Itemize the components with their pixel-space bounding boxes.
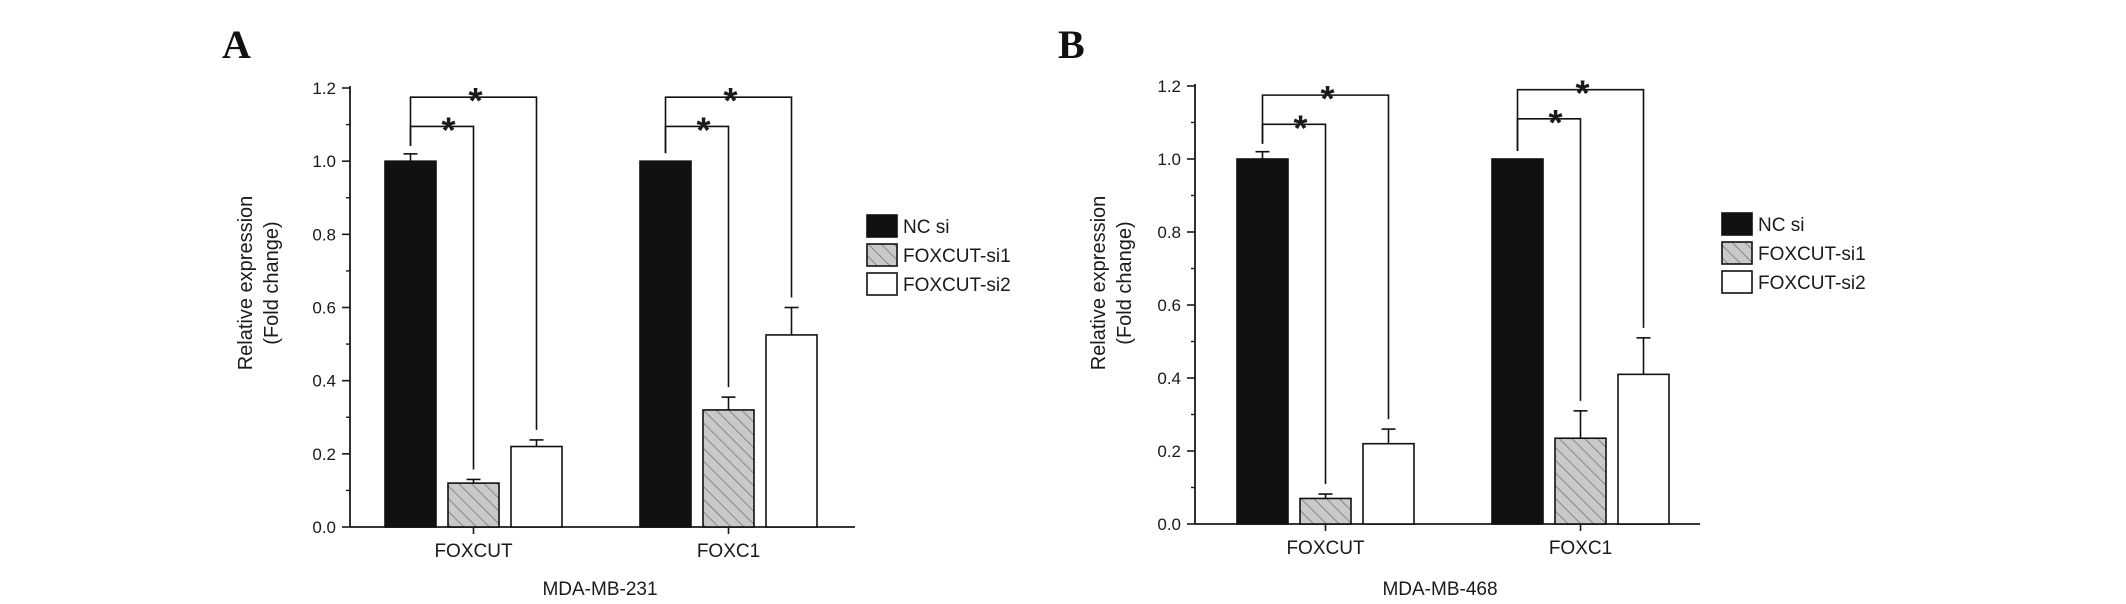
y-axis-label: Relative expression (Fold change) [235, 196, 283, 371]
y-tick-label: 1.0 [312, 152, 336, 171]
significance-star: * [1575, 73, 1589, 114]
y-axis-label-line: Relative expression [235, 196, 257, 371]
legend-label: NC si [1758, 215, 1804, 236]
significance-bracket [1516, 88, 1645, 328]
significance-star: * [1548, 102, 1562, 143]
legend-swatch [866, 243, 898, 267]
significance-bracket [1261, 94, 1390, 420]
x-tick-label: FOXC1 [697, 541, 760, 562]
legend-swatch [1721, 270, 1753, 294]
chart-panel-b: B 0.0 0.2 0.4 0.6 0.8 1.0 1.2 Relative expressio… [1058, 22, 1866, 600]
legend-swatch [866, 214, 898, 238]
bar-foxc1-foxcut-si2 [765, 334, 818, 528]
significance-star: * [723, 80, 737, 121]
x-tick-label: FOXCUT [434, 541, 513, 562]
y-axis-label-line: (Fold change) [1114, 221, 1136, 344]
y-tick-label: 1.2 [312, 79, 336, 98]
bar-foxcut-foxcut-si2 [510, 445, 563, 528]
legend: NC si FOXCUT-si1 FOXCUT-si2 [1721, 212, 1866, 294]
legend-label: FOXCUT-si1 [1758, 244, 1866, 265]
bar-foxc1-nc-si [1491, 158, 1544, 525]
panel-label: B [1058, 22, 1085, 67]
legend-label: NC si [903, 217, 949, 238]
legend-swatch [1721, 241, 1753, 265]
y-tick-label: 0.2 [1157, 442, 1181, 461]
y-tick-label: 0.2 [312, 445, 336, 464]
bar-foxcut-nc-si [384, 160, 437, 528]
y-axis-label-line: (Fold change) [261, 221, 283, 344]
legend-swatch [866, 272, 898, 296]
y-tick-label: 0.4 [1157, 369, 1181, 388]
y-tick-label: 0.4 [312, 372, 336, 391]
x-axis-label: MDA-MB-468 [1382, 579, 1497, 600]
significance-star: * [468, 80, 482, 121]
bar-foxcut-foxcut-si1 [447, 482, 500, 528]
y-tick-label: 1.2 [1157, 77, 1181, 96]
y-tick-label: 0.6 [1157, 296, 1181, 315]
bar-foxc1-foxcut-si1 [1554, 437, 1607, 525]
significance-bracket [664, 96, 793, 298]
x-axis-label: MDA-MB-231 [542, 579, 657, 600]
bar-foxcut-nc-si [1236, 158, 1289, 525]
y-tick-label: 0.8 [312, 225, 336, 244]
legend: NC si FOXCUT-si1 FOXCUT-si2 [866, 214, 1011, 296]
significance-star: * [1293, 107, 1307, 148]
significance-star: * [1320, 78, 1334, 119]
legend-label: FOXCUT-si2 [1758, 273, 1866, 294]
legend-swatch [1721, 212, 1753, 236]
significance-bracket [409, 96, 538, 430]
bar-foxc1-nc-si [639, 160, 692, 528]
y-tick-label: 0.6 [312, 299, 336, 318]
bar-foxcut-foxcut-si1 [1299, 497, 1352, 525]
y-axis-label: Relative expression (Fold change) [1088, 196, 1136, 371]
y-axis-label-line: Relative expression [1088, 196, 1110, 371]
bar-foxc1-foxcut-si1 [702, 409, 755, 528]
y-tick-label: 1.0 [1157, 150, 1181, 169]
y-tick-label: 0.0 [1157, 515, 1181, 534]
legend-label: FOXCUT-si2 [903, 275, 1011, 296]
chart-panel-a: A 0.0 0.2 0.4 0.6 0.8 1.0 1.2 Relative expressio… [222, 22, 1011, 600]
significance-star: * [696, 109, 710, 150]
bar-foxc1-foxcut-si2 [1617, 373, 1670, 525]
x-tick-label: FOXC1 [1549, 538, 1612, 559]
y-tick-label: 0.0 [312, 518, 336, 537]
significance-star: * [441, 109, 455, 150]
panel-label: A [222, 22, 251, 67]
x-tick-label: FOXCUT [1286, 538, 1365, 559]
bar-foxcut-foxcut-si2 [1362, 442, 1415, 525]
legend-label: FOXCUT-si1 [903, 246, 1011, 267]
y-tick-label: 0.8 [1157, 223, 1181, 242]
